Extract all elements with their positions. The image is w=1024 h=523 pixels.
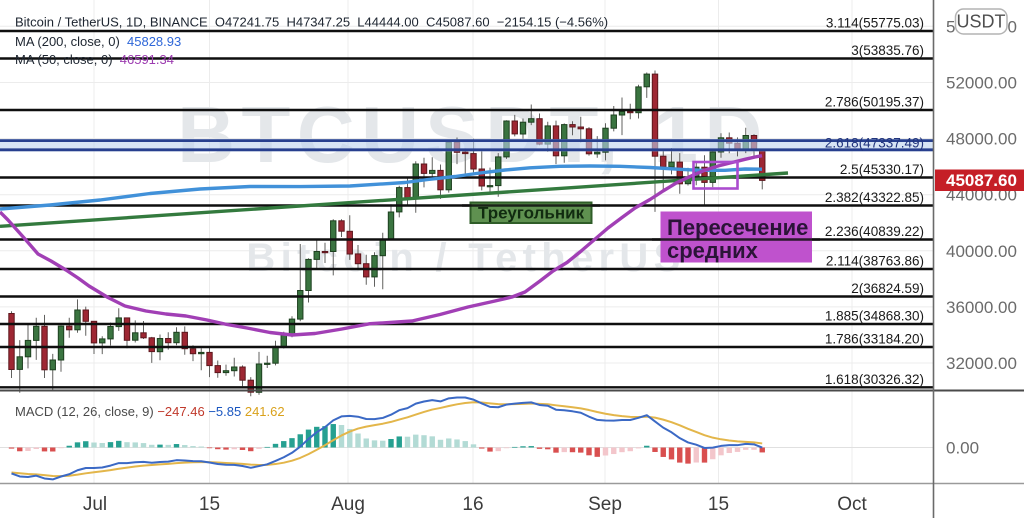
svg-text:1.786(33184.20): 1.786(33184.20) [825,332,924,347]
svg-text:3(53835.76): 3(53835.76) [851,43,924,58]
svg-text:средних: средних [667,238,759,263]
svg-text:2.382(43322.85): 2.382(43322.85) [825,190,924,205]
svg-text:36000.00: 36000.00 [946,298,1017,317]
svg-text:Oct: Oct [837,494,867,515]
svg-text:Jul: Jul [83,494,107,515]
svg-text:15: 15 [199,494,220,515]
svg-text:16: 16 [462,494,483,515]
svg-text:Aug: Aug [331,494,365,515]
svg-text:MACD (12, 26, close, 9) −247.4: MACD (12, 26, close, 9) −247.46 −5.85 24… [15,404,285,419]
svg-text:MA (200, close, 0) 45828.93: MA (200, close, 0) 45828.93 [15,34,181,49]
svg-text:2.618(47337.49): 2.618(47337.49) [825,136,924,151]
svg-text:48000.00: 48000.00 [946,130,1017,149]
svg-text:2.786(50195.37): 2.786(50195.37) [825,95,924,110]
svg-text:15: 15 [708,494,729,515]
svg-text:0.00: 0.00 [946,439,979,458]
svg-text:USDT: USDT [957,12,1006,32]
svg-text:1.618(30326.32): 1.618(30326.32) [825,372,924,387]
svg-text:52000.00: 52000.00 [946,74,1017,93]
svg-text:Треугольник: Треугольник [478,204,585,223]
svg-text:Bitcoin / TetherUS: Bitcoin / TetherUS [246,236,685,280]
svg-text:40000.00: 40000.00 [946,242,1017,261]
svg-text:45087.60: 45087.60 [946,171,1017,190]
svg-text:2.5(45330.17): 2.5(45330.17) [840,162,924,177]
svg-text:Пересечение: Пересечение [667,215,808,240]
svg-text:Bitcoin / TetherUS, 1D, BINANC: Bitcoin / TetherUS, 1D, BINANCE O47241.7… [15,15,608,30]
svg-text:Sep: Sep [588,494,622,515]
svg-text:1.885(34868.30): 1.885(34868.30) [825,309,924,324]
svg-text:2(36824.59): 2(36824.59) [851,281,924,296]
svg-text:2.114(38763.86): 2.114(38763.86) [826,254,924,269]
svg-text:MA (50, close, 0) 46591.34: MA (50, close, 0) 46591.34 [15,52,174,67]
svg-text:32000.00: 32000.00 [946,354,1017,373]
svg-text:3.114(55775.03): 3.114(55775.03) [826,16,924,31]
svg-text:2.236(40839.22): 2.236(40839.22) [825,224,924,239]
